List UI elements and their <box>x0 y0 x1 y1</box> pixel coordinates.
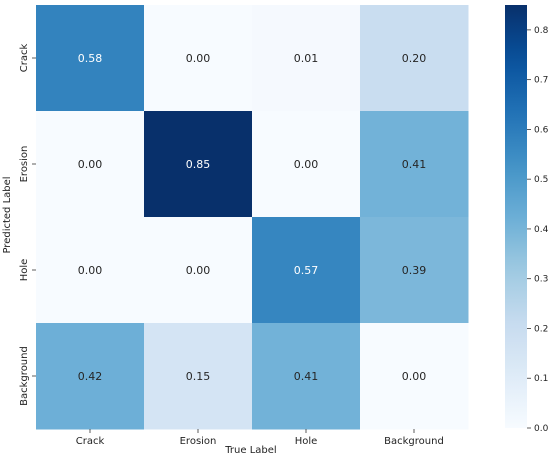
cell-value-r0-c2: 0.01 <box>294 52 319 65</box>
heatmap-cell-r0-c0 <box>36 5 145 112</box>
heatmap-cell-r1-c0 <box>36 111 145 218</box>
cell-value-r2-c3: 0.39 <box>402 264 427 277</box>
cell-value-r3-c2: 0.41 <box>294 370 319 383</box>
x-tick-label-0: Crack <box>76 436 105 447</box>
heatmap-cell-r2-c1 <box>144 217 253 324</box>
x-tick-label-1: Erosion <box>180 436 217 447</box>
cell-value-r1-c1: 0.85 <box>186 158 211 171</box>
cell-value-r3-c1: 0.15 <box>186 370 211 383</box>
cell-value-r0-c3: 0.20 <box>402 52 427 65</box>
heatmap-cell-r1-c1 <box>144 111 253 218</box>
y-tick-label-1: Erosion <box>19 146 30 183</box>
colorbar-tick-label-7: 0.7 <box>534 76 548 86</box>
colorbar-tick-label-3: 0.3 <box>534 275 548 285</box>
cell-value-r1-c3: 0.41 <box>402 158 427 171</box>
heatmap-cell-r0-c2 <box>252 5 361 112</box>
colorbar-tick-label-2: 0.2 <box>534 324 548 334</box>
heatmap-cell-r1-c3 <box>360 111 469 218</box>
cell-value-r2-c2: 0.57 <box>294 264 319 277</box>
heatmap-cell-r3-c0 <box>36 323 145 430</box>
y-axis-label: Predicted Label <box>2 176 13 253</box>
cell-value-r1-c0: 0.00 <box>78 158 103 171</box>
cell-value-r3-c3: 0.00 <box>402 370 427 383</box>
heatmap-cell-r2-c2 <box>252 217 361 324</box>
cell-value-r0-c1: 0.00 <box>186 52 211 65</box>
heatmap-cell-r2-c0 <box>36 217 145 324</box>
cell-value-r2-c1: 0.00 <box>186 264 211 277</box>
colorbar-tick-label-1: 0.1 <box>534 374 548 384</box>
colorbar-tick-label-4: 0.4 <box>534 225 549 235</box>
heatmap-cell-r0-c1 <box>144 5 253 112</box>
heatmap-cell-r3-c1 <box>144 323 253 430</box>
colorbar-tick-label-6: 0.6 <box>534 125 549 135</box>
cell-value-r3-c0: 0.42 <box>78 370 103 383</box>
y-axis-ticks: Crack Erosion Hole Background <box>19 44 36 406</box>
cell-value-r0-c0: 0.58 <box>78 52 103 65</box>
x-axis-ticks: Crack Erosion Hole Background <box>76 429 444 447</box>
colorbar <box>505 5 527 428</box>
heatmap-cell-r3-c3 <box>360 323 469 430</box>
colorbar-tick-label-0: 0.0 <box>534 424 549 434</box>
heatmap-cell-r3-c2 <box>252 323 361 430</box>
y-tick-label-2: Hole <box>19 259 30 282</box>
colorbar-tick-label-5: 0.5 <box>534 175 548 185</box>
cell-value-r2-c0: 0.00 <box>78 264 103 277</box>
x-tick-label-2: Hole <box>295 436 318 447</box>
y-tick-label-3: Background <box>19 346 30 406</box>
heatmap-cell-r0-c3 <box>360 5 469 112</box>
cell-value-r1-c2: 0.00 <box>294 158 319 171</box>
heatmap-cell-r2-c3 <box>360 217 469 324</box>
y-tick-label-0: Crack <box>19 44 30 73</box>
heatmap-cells: 0.58 0.00 0.01 0.20 0.00 0.85 0.00 0.41 0.00 0.00… <box>36 5 469 430</box>
heatmap-cell-r1-c2 <box>252 111 361 218</box>
x-axis-label: True Label <box>224 445 276 456</box>
x-tick-label-3: Background <box>384 436 444 447</box>
colorbar-tick-label-8: 0.8 <box>534 26 549 36</box>
colorbar-ticks: 0.0 0.1 0.2 0.3 0.4 0.5 0.6 0.7 0.8 <box>527 26 549 434</box>
